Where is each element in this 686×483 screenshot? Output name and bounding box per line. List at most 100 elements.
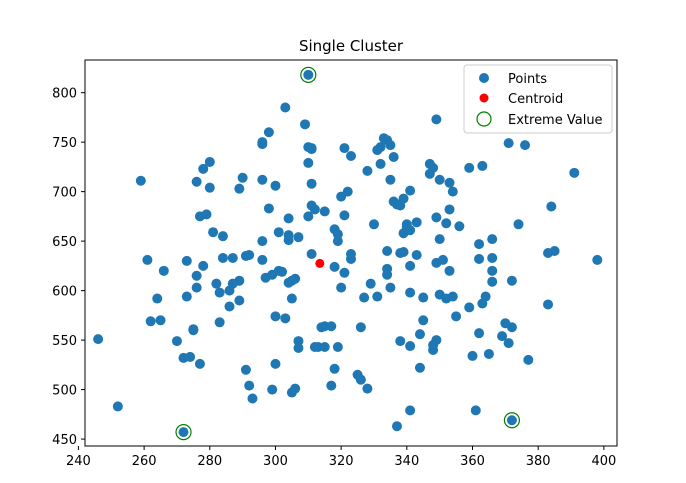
x-tick-label: 360 xyxy=(460,454,485,469)
y-tick-label: 450 xyxy=(52,433,77,448)
legend: Points Centroid Extreme Value xyxy=(463,64,613,134)
data-point xyxy=(188,324,199,335)
data-point xyxy=(152,293,163,304)
chart-title: Single Cluster xyxy=(299,37,404,55)
data-point xyxy=(293,336,304,347)
data-point xyxy=(487,265,498,276)
legend-extreme-marker xyxy=(476,111,492,127)
data-point xyxy=(405,185,416,196)
data-point xyxy=(191,270,202,281)
data-point xyxy=(306,248,317,259)
data-point xyxy=(332,236,343,247)
extreme-value-marker xyxy=(175,424,192,441)
data-point xyxy=(497,331,508,342)
data-point xyxy=(234,275,245,286)
data-point xyxy=(474,253,485,264)
y-tick-label: 500 xyxy=(52,384,77,399)
data-point xyxy=(277,266,288,277)
data-point xyxy=(303,157,314,168)
data-point xyxy=(385,282,396,293)
data-point xyxy=(234,295,245,306)
data-point xyxy=(503,138,514,149)
data-point xyxy=(480,291,491,302)
data-point xyxy=(362,165,373,176)
data-point xyxy=(339,267,350,278)
data-point xyxy=(339,143,350,154)
data-point xyxy=(234,183,245,194)
axes-frame xyxy=(84,59,618,447)
data-point xyxy=(405,405,416,416)
data-point xyxy=(263,203,274,214)
data-point xyxy=(181,291,192,302)
data-point xyxy=(214,287,225,298)
data-point xyxy=(520,140,531,151)
data-point xyxy=(434,174,445,185)
data-point xyxy=(444,204,455,215)
data-point xyxy=(191,282,202,293)
data-point xyxy=(405,225,416,236)
data-point xyxy=(319,206,330,217)
legend-label: Extreme Value xyxy=(508,113,603,128)
data-point xyxy=(546,201,557,212)
data-point xyxy=(375,158,386,169)
data-point xyxy=(270,358,281,369)
data-point xyxy=(342,186,353,197)
data-point xyxy=(388,151,399,162)
y-tick-label: 750 xyxy=(52,136,77,151)
data-point xyxy=(329,261,340,272)
legend-label: Centroid xyxy=(508,92,563,107)
data-point xyxy=(263,127,274,138)
data-point xyxy=(208,227,219,238)
data-point xyxy=(391,421,402,432)
data-point xyxy=(487,234,498,245)
data-point xyxy=(204,156,215,167)
data-point xyxy=(332,229,343,240)
data-point xyxy=(398,193,409,204)
data-point xyxy=(309,204,320,215)
data-point xyxy=(398,247,409,258)
data-point xyxy=(336,282,347,293)
data-point xyxy=(447,291,458,302)
data-point xyxy=(283,213,294,224)
data-point xyxy=(135,175,146,186)
data-point xyxy=(178,427,189,438)
data-point xyxy=(214,317,225,328)
data-point xyxy=(411,217,422,228)
data-point xyxy=(293,343,304,354)
data-point xyxy=(319,342,330,353)
data-point xyxy=(506,275,517,286)
data-point xyxy=(405,287,416,298)
data-point xyxy=(257,139,268,150)
data-point xyxy=(293,232,304,243)
data-point xyxy=(592,254,603,265)
legend-points-marker xyxy=(479,73,489,83)
y-tick-label: 600 xyxy=(52,285,77,300)
data-point xyxy=(483,348,494,359)
data-point xyxy=(418,292,429,303)
data-point xyxy=(217,252,228,263)
y-tick-label: 700 xyxy=(52,186,77,201)
data-point xyxy=(477,160,488,171)
data-point xyxy=(355,374,366,385)
data-point xyxy=(267,384,278,395)
data-point xyxy=(283,230,294,241)
data-point xyxy=(201,209,212,220)
data-point xyxy=(385,140,396,151)
data-point xyxy=(382,246,393,257)
data-point xyxy=(326,321,337,332)
data-point xyxy=(437,254,448,265)
data-point xyxy=(247,393,258,404)
data-point xyxy=(303,69,314,80)
data-point xyxy=(257,254,268,265)
y-tick-label: 650 xyxy=(52,235,77,250)
data-point xyxy=(286,293,297,304)
data-point xyxy=(444,265,455,276)
data-point xyxy=(431,335,442,346)
data-point xyxy=(329,363,340,374)
data-point xyxy=(405,341,416,352)
data-point xyxy=(487,252,498,263)
legend-box xyxy=(463,64,613,134)
data-point xyxy=(444,177,455,188)
data-point xyxy=(191,176,202,187)
